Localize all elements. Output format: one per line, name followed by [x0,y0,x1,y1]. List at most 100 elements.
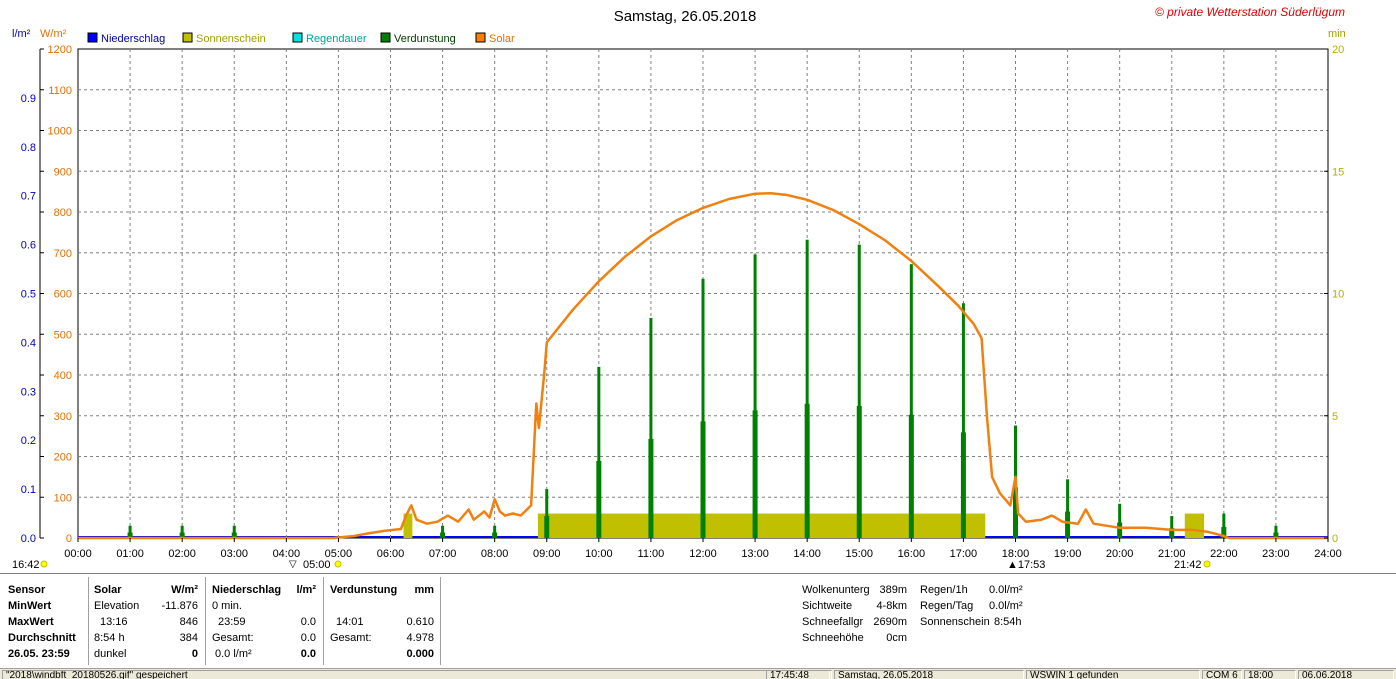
status-date2: 06.06.2018 [1298,670,1394,679]
solar-unit: W/m² [171,584,198,596]
extra-label-2: Schneefallgr [802,616,864,628]
x-tick-label: 22:00 [1210,548,1238,560]
x-tick-label: 19:00 [1054,548,1082,560]
series-verdunstung [127,239,1279,538]
solar-line [78,192,1328,540]
evaporation-spike [1066,479,1070,538]
minutes-tick-label: 0 [1332,533,1338,545]
precip-tick-label: 0.2 [21,435,36,447]
x-tick-label: 08:00 [481,548,509,560]
rain-label-0: Regen/1h [920,584,968,596]
solar-tick-label: 1000 [48,126,72,138]
rain-val-2: 8:54h [994,616,1022,628]
solar-min-label: Elevation [94,600,140,612]
evap-max-val: 0.610 [406,616,434,628]
row-avg: Durchschnitt [8,632,76,644]
solar-tick-label: 200 [54,452,72,464]
evaporation-spike-base [1065,511,1071,538]
x-tick-label: 17:00 [950,548,978,560]
evaporation-spike [1170,515,1174,538]
precip-tick-label: 0.9 [21,93,36,105]
precip-tick-label: 0.4 [21,337,36,349]
marker-left-time: 16:42 [12,559,40,571]
col-sensor: Sensor [8,584,46,596]
precip-title: Niederschlag [212,584,282,596]
unit-precip-label: l/m² [12,28,31,40]
extra-label-3: Schneehöhe [802,632,864,644]
x-tick-label: 13:00 [741,548,769,560]
precip-max-time: 23:59 [218,616,246,628]
legend-swatch [380,32,391,43]
evaporation-spike [701,278,705,538]
axes: 0100200300400500600700800900100011001200… [21,44,1345,560]
precip-avg-label: Gesamt: [212,632,254,644]
series-solar [78,192,1328,540]
rain-label-2: Sonnenschein [920,616,990,628]
evaporation-spike [753,254,757,538]
sunset-time: 21:42 [1174,559,1202,571]
status-date: Samstag, 26.05.2018 [834,670,1024,679]
x-tick-label: 05:00 [325,548,353,560]
solar-avg-val: 384 [179,632,198,644]
evap-avg-val: 4.978 [406,632,434,644]
solar-title: Solar [94,584,122,596]
status-bar: "2018\windbft_20180526.gif" gespeichert … [0,668,1396,679]
legend: Niederschlag Sonnenschein Regendauer Verdun… [87,32,515,45]
precip-tick-label: 0.8 [21,142,36,154]
evaporation-spike-base [440,532,446,538]
evaporation-spike-base [1221,526,1227,538]
evaporation-spike-base [856,405,862,538]
evaporation-spike [649,317,653,538]
sunrise-time: 05:00 [303,559,331,571]
precip-last-val: 0.0 [300,648,316,660]
solar-tick-label: 800 [54,207,72,219]
extra-val-1: 4-8km [876,600,907,612]
sunshine-bar [1184,513,1205,538]
evaporation-spike [909,264,913,538]
rain-label-1: Regen/Tag [920,600,974,612]
solar-min-val: -11.876 [161,600,199,612]
x-tick-label: 23:00 [1262,548,1290,560]
evaporation-spike [493,525,497,538]
x-tick-label: 03:00 [220,548,248,560]
watermark: © private Wetterstation Süderlügum [1155,5,1345,19]
solar-max-val: 846 [179,616,198,628]
evaporation-spike-base [1169,528,1175,538]
evaporation-spike-base [752,410,758,538]
x-tick-label: 24:00 [1314,548,1342,560]
evaporation-spike [805,239,809,538]
evaporation-spike-base [908,414,914,538]
minutes-tick-label: 20 [1332,44,1344,56]
solar-last-label: dunkel [94,648,127,660]
evaporation-spike [545,489,549,538]
evaporation-spike-base [179,532,185,538]
solar-tick-label: 900 [54,166,72,178]
x-tick-label: 14:00 [793,548,821,560]
evaporation-spike-base [960,432,966,538]
evaporation-spike [180,525,184,538]
precip-tick-label: 0.0 [21,533,36,545]
precip-tick-label: 0.5 [21,289,36,301]
sunshine-bar [403,513,413,538]
evap-unit: mm [414,584,434,596]
solar-tick-label: 1100 [48,85,72,97]
precip-tick-label: 0.1 [21,484,36,496]
precip-tick-label: 0.3 [21,386,36,398]
precip-max-val: 0.0 [300,616,316,628]
row-max: MaxWert [8,616,54,628]
legend-swatch [87,32,98,43]
unit-solar-label: W/m² [40,28,67,40]
solar-tick-label: 600 [54,289,72,301]
precip-tick-label: 0.6 [21,240,36,252]
evaporation-spike [441,525,445,538]
minutes-tick-label: 15 [1332,166,1344,178]
evaporation-spike-base [127,532,133,538]
evaporation-spike [597,366,601,538]
legend-label: Niederschlag [101,33,165,45]
evaporation-spike-base [700,421,706,538]
legend-label: Regendauer [306,33,367,45]
evaporation-spike-base [648,438,654,538]
x-tick-label: 01:00 [116,548,144,560]
solar-avg-label: 8:54 h [94,632,125,644]
extra-val-3: 0cm [886,632,907,644]
